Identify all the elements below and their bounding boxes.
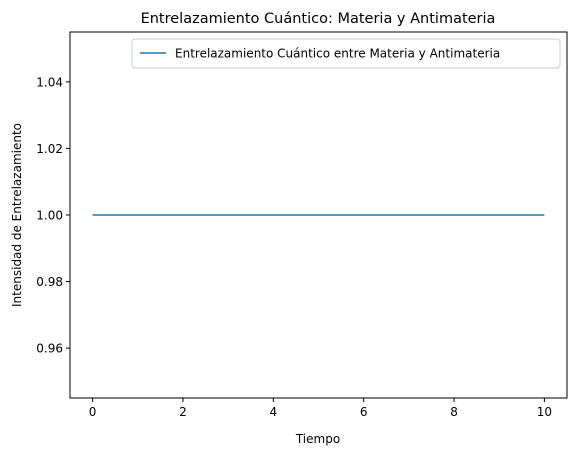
y-tick-label: 1.02 xyxy=(36,142,63,156)
y-tick-label: 1.04 xyxy=(36,75,63,89)
x-tick-label: 4 xyxy=(269,405,277,419)
y-tick-label: 1.00 xyxy=(36,209,63,223)
x-tick-label: 8 xyxy=(450,405,458,419)
y-tick-label: 0.98 xyxy=(36,275,63,289)
x-axis-label: Tiempo xyxy=(295,432,340,446)
legend-entry-label: Entrelazamiento Cuántico entre Materia y… xyxy=(175,47,500,61)
x-axis-ticks: 0 2 4 6 8 10 xyxy=(89,398,552,419)
legend-box xyxy=(131,38,561,69)
x-tick-label: 6 xyxy=(360,405,368,419)
y-axis-ticks: 0.96 0.98 1.00 1.02 1.04 xyxy=(36,75,70,356)
legend: Entrelazamiento Cuántico entre Materia y… xyxy=(131,38,561,69)
chart-title: Entrelazamiento Cuántico: Materia y Anti… xyxy=(141,11,496,27)
x-tick-label: 2 xyxy=(179,405,187,419)
y-tick-label: 0.96 xyxy=(36,342,63,356)
x-tick-label: 10 xyxy=(537,405,552,419)
x-tick-label: 0 xyxy=(89,405,97,419)
y-axis-label: Intensidad de Entrelazamiento xyxy=(10,123,24,307)
